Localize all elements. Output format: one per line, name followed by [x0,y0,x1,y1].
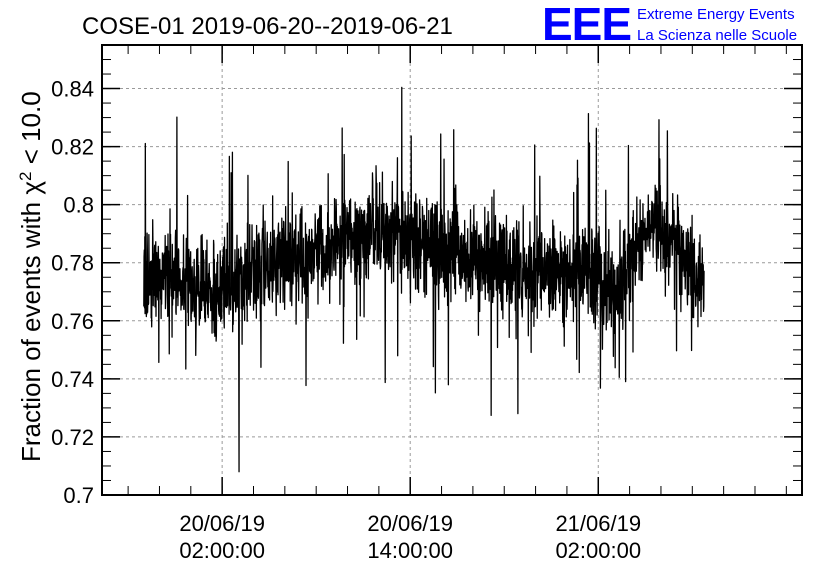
series-line [143,86,705,473]
y-tick-label: 0.82 [51,135,94,160]
x-tick-label-date: 21/06/19 [555,511,641,536]
y-axis-label-superscript: 2 [16,172,35,181]
plot-frame [101,44,803,496]
y-tick-label: 0.72 [51,425,94,450]
y-tick-label: 0.84 [51,77,94,102]
y-axis-label: Fraction of events with χ2 < 10.0 [16,91,47,462]
chart-title: COSE-01 2019-06-20--2019-06-21 [82,13,453,40]
data-series [143,86,705,473]
y-tick-label: 0.8 [63,193,94,218]
y-tick-label: 0.76 [51,309,94,334]
y-axis-label-prefix: Fraction of events with χ [16,181,46,462]
y-tick-label: 0.74 [51,367,94,392]
y-axis-label-suffix: < 10.0 [16,91,46,171]
eee-logo-line2: La Scienza nelle Scuole [637,27,797,44]
y-tick-label: 0.78 [51,251,94,276]
eee-logo-line1: Extreme Energy Events [637,6,795,23]
y-tick-labels: 0.7 0.72 0.74 0.76 0.78 0.8 0.82 0.84 [51,77,94,508]
x-tick-label-date: 20/06/19 [179,511,265,536]
x-tick-label-date: 20/06/19 [367,511,453,536]
grid-lines [102,45,802,495]
x-tick-label-time: 14:00:00 [367,538,453,563]
x-tick-label-time: 02:00:00 [555,538,641,563]
eee-logo-mark: EEE [542,0,631,50]
y-tick-label: 0.7 [63,483,94,508]
axis-ticks [102,44,802,496]
eee-logo: EEE Extreme Energy Events La Scienza nel… [542,0,797,50]
x-tick-labels: 20/06/1902:00:0020/06/1914:00:0021/06/19… [179,511,641,563]
x-tick-label-time: 02:00:00 [179,538,265,563]
